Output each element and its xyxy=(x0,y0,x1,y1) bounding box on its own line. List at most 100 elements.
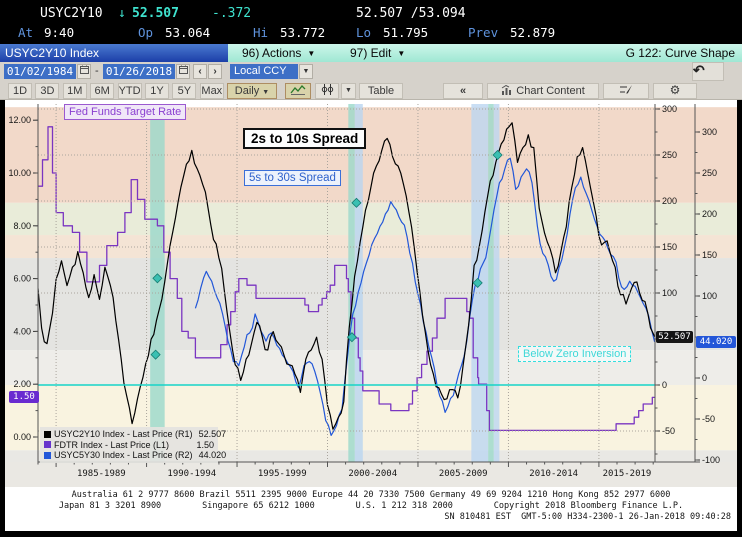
svg-text:100: 100 xyxy=(702,291,717,301)
below-zero-annotation[interactable]: Below Zero Inversion xyxy=(518,346,632,362)
window-title: USYC2Y10 Index xyxy=(0,44,228,62)
svg-text:4.00: 4.00 xyxy=(13,326,31,336)
period-button-6m[interactable]: 6M xyxy=(90,83,115,99)
svg-text:6.00: 6.00 xyxy=(13,274,31,284)
chevron-down-icon: ▼ xyxy=(307,49,316,58)
chevron-down-icon: ▼ xyxy=(397,49,406,58)
prev-label: Prev xyxy=(468,25,499,40)
calendar-icon[interactable] xyxy=(176,64,190,79)
next-arrow-button[interactable]: › xyxy=(208,64,222,79)
undo-button[interactable]: ↶ xyxy=(692,62,724,81)
svg-text:2.00: 2.00 xyxy=(13,379,31,389)
chevron-down-icon: ▼ xyxy=(262,89,270,96)
at-value: 9:40 xyxy=(44,25,75,40)
security-header: USYC2Y10 ↓ 52.507 -.372 52.507 /53.094 A… xyxy=(0,0,742,44)
currency-select[interactable]: Local CCY xyxy=(230,64,298,79)
down-arrow-icon: ↓ xyxy=(118,6,126,21)
high-value: 53.772 xyxy=(280,25,326,40)
chart-content-button[interactable]: Chart Content xyxy=(487,83,599,99)
svg-text:8.00: 8.00 xyxy=(13,221,31,231)
bid-ask: 52.507 /53.094 xyxy=(356,6,466,21)
period-button-1m[interactable]: 1M xyxy=(62,83,87,99)
menu-bar: USYC2Y10 Index 96) Actions ▼ 97) Edit ▼ G … xyxy=(0,44,742,62)
period-button-3d[interactable]: 3D xyxy=(35,83,60,99)
svg-text:100: 100 xyxy=(662,288,677,298)
event-marker[interactable] xyxy=(150,349,161,360)
l1-price-tag: 1.50 xyxy=(9,391,39,403)
legend-item[interactable]: USYC2Y10 Index - Last Price (R1) 52.507 xyxy=(44,429,226,440)
legend-swatch xyxy=(44,441,51,449)
overlay-dropdown-button[interactable]: ▼ xyxy=(341,83,356,99)
fed-funds-annotation[interactable]: Fed Funds Target Rate xyxy=(64,104,187,120)
svg-text:250: 250 xyxy=(662,150,677,160)
r2-price-tag: 44.020 xyxy=(696,336,736,348)
legend-value: 52.507 xyxy=(198,429,227,439)
chart-plot[interactable]: 12.00 10.00 8.00 6.00 4.00 2.00 0.00 300 250 200 1… xyxy=(0,100,742,487)
svg-text:1995-1999: 1995-1999 xyxy=(258,469,307,479)
event-marker[interactable] xyxy=(351,197,362,208)
edit-menu[interactable]: 97) Edit ▼ xyxy=(350,46,406,60)
currency-dropdown-button[interactable]: ▼ xyxy=(299,64,313,79)
collapse-panel-button[interactable]: « xyxy=(443,83,483,99)
period-button-max[interactable]: Max xyxy=(199,83,224,99)
chart-type-button[interactable] xyxy=(285,83,311,99)
legend-value: 1.50 xyxy=(196,439,214,450)
event-marker[interactable] xyxy=(346,332,357,343)
svg-text:250: 250 xyxy=(702,168,717,178)
svg-text:-50: -50 xyxy=(702,414,715,424)
annotate-button[interactable] xyxy=(603,83,649,99)
prev-value: 52.879 xyxy=(510,25,556,40)
svg-text:200: 200 xyxy=(662,196,677,206)
event-marker[interactable] xyxy=(492,149,503,161)
svg-text:12.00: 12.00 xyxy=(8,115,31,125)
bar-chart-icon xyxy=(501,84,512,95)
chart-legend: USYC2Y10 Index - Last Price (R1) 52.507 FD… xyxy=(40,427,226,463)
date-to-input[interactable]: 01/26/2018 xyxy=(103,64,175,79)
legend-item[interactable]: FDTR Index - Last Price (L1) 1.50 xyxy=(44,440,214,451)
event-marker[interactable] xyxy=(152,273,163,284)
table-button[interactable]: Table xyxy=(359,83,403,99)
period-button-1d[interactable]: 1D xyxy=(8,83,32,99)
svg-text:200: 200 xyxy=(702,209,717,219)
annotate-pencil-icon xyxy=(620,85,632,94)
frequency-select[interactable]: Daily ▼ xyxy=(227,83,277,99)
period-button-5y[interactable]: 5Y xyxy=(172,83,197,99)
date-from-input[interactable]: 01/02/1984 xyxy=(4,64,76,79)
open-label: Op xyxy=(138,25,154,40)
open-value: 53.064 xyxy=(165,25,211,40)
spread-5s30s-annotation[interactable]: 5s to 30s Spread xyxy=(244,170,341,186)
compare-securities-button[interactable] xyxy=(315,83,339,99)
svg-text:-50: -50 xyxy=(662,426,675,436)
ticker-symbol: USYC2Y10 xyxy=(40,6,103,21)
screen-title: G 122: Curve Shape xyxy=(625,46,735,60)
chart-area: 12.00 10.00 8.00 6.00 4.00 2.00 0.00 300 250 200 1… xyxy=(0,100,742,487)
svg-text:10.00: 10.00 xyxy=(8,168,31,178)
last-price: 52.507 xyxy=(132,6,179,21)
footer-copyright-line: Japan 81 3 3201 8900 Singapore 65 6212 1… xyxy=(58,501,684,511)
svg-text:1990-1994: 1990-1994 xyxy=(167,469,216,479)
svg-text:-100: -100 xyxy=(702,455,720,465)
high-label: Hi xyxy=(253,25,269,40)
period-button-ytd[interactable]: YTD xyxy=(117,83,142,99)
svg-text:1985-1989: 1985-1989 xyxy=(77,469,126,479)
low-value: 51.795 xyxy=(383,25,429,40)
legend-item[interactable]: USYC5Y30 Index - Last Price (R2) 44.020 xyxy=(44,450,226,461)
legend-swatch xyxy=(44,451,51,459)
line-chart-icon xyxy=(290,85,306,95)
prev-arrow-button[interactable]: ‹ xyxy=(193,64,207,79)
r1-price-tag: 52.507 xyxy=(656,331,693,343)
calendar-icon[interactable] xyxy=(77,64,91,79)
terminal-footer: Australia 61 2 9777 8600 Brazil 5511 239… xyxy=(5,487,737,531)
spread-2s10s-annotation[interactable]: 2s to 10s Spread xyxy=(243,128,367,149)
event-marker[interactable] xyxy=(472,277,483,288)
at-label: At xyxy=(18,25,34,40)
date-separator: - xyxy=(95,65,99,77)
period-button-1y[interactable]: 1Y xyxy=(145,83,169,99)
settings-button[interactable]: ⚙ xyxy=(653,83,697,99)
date-toolbar: 01/02/1984 - 01/26/2018 ‹ › Local CCY ▼ … xyxy=(0,62,742,81)
actions-menu[interactable]: 96) Actions ▼ xyxy=(242,46,316,60)
svg-text:150: 150 xyxy=(662,242,677,252)
legend-label: FDTR Index - Last Price (L1) xyxy=(54,439,170,450)
legend-swatch xyxy=(44,430,51,438)
compare-icon xyxy=(321,84,333,95)
